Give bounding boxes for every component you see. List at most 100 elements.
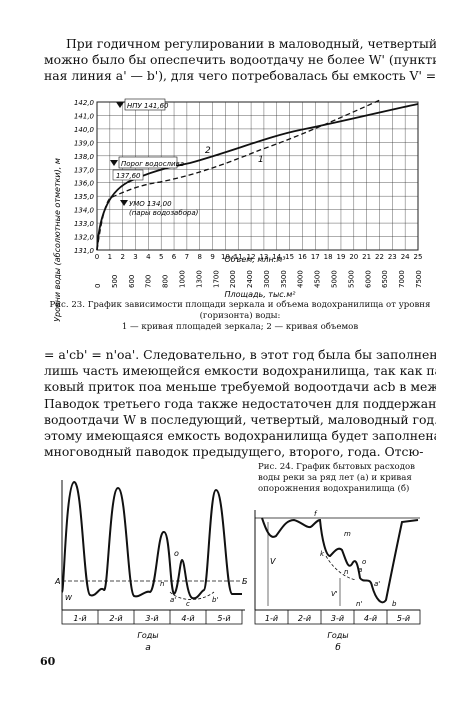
y-tick-label: 139,0 — [74, 139, 95, 147]
y-axis-ticks: 142,0 141,0 140,0 139,0 138,0 137,0 136,0 135,0… — [74, 99, 95, 255]
text-line: многоводный паводок предыдущего, второго… — [44, 444, 424, 460]
x-top-tick-label: 3 — [133, 253, 137, 261]
year-label: 3-й — [145, 614, 158, 623]
label-V-prime: V' — [331, 590, 338, 598]
y-tick-label: 141,0 — [74, 112, 95, 120]
umo-note: (пары водозабора) — [129, 209, 199, 217]
label-a-b: a — [358, 566, 362, 574]
text-line: можно было бы опеспечить водоотдачу не б… — [44, 52, 436, 68]
year-label: 2-й — [109, 614, 122, 623]
label-W: W — [65, 594, 73, 602]
paragraph-middle: = a'cb' = n'oa'. Следовательно, в этот г… — [44, 347, 436, 460]
x-bottom-tick-label: 5000 — [331, 270, 339, 288]
x-top-tick-label: 9 — [210, 253, 214, 261]
label-n-b: n — [344, 568, 348, 576]
umo-label: УМО 134,00 — [129, 200, 172, 208]
npu-marker-icon — [116, 102, 124, 108]
y-tick-label: 131,0 — [74, 247, 95, 255]
npu-label: НПУ 141,60 — [127, 102, 169, 110]
paragraph-top: При годичном регулировании в маловодный,… — [44, 36, 436, 85]
x-top-tick-label: 11 — [234, 253, 243, 261]
year-label: 3-й — [331, 614, 344, 623]
label-b-b: b — [392, 600, 397, 608]
x-bottom-tick-label: 2000 — [229, 270, 237, 288]
dashed-deficit-a — [169, 591, 215, 600]
porog-label: Порог водослива — [121, 160, 184, 168]
x-bottom-tick-label: 0 — [94, 284, 102, 288]
x-bottom-tick-label: 6000 — [364, 270, 372, 288]
x-bottom-tick-label: 7000 — [398, 270, 406, 288]
label-f: f — [314, 510, 318, 518]
x-top-tick-label: 2 — [120, 253, 124, 261]
year-label: 2-й — [298, 614, 311, 623]
text-line: водоотдачи W в последующий, четвертый, м… — [44, 411, 436, 427]
label-c: c — [186, 600, 190, 608]
y-tick-label: 134,0 — [74, 207, 95, 215]
year-label: 1-й — [73, 614, 86, 623]
label-b-prime: b' — [212, 596, 218, 604]
umo-marker-icon — [120, 200, 128, 206]
label-n-prime-b: n' — [356, 600, 362, 608]
x-top-tick-label: 25 — [414, 253, 423, 261]
x-axis-bottom-ticks: 0 500 600 700 800 1000 1300 1700 2000 2400 3000 350… — [94, 270, 423, 288]
x-top-tick-label: 6 — [172, 253, 177, 261]
year-labels-b: 1-й 2-й 3-й 4-й 5-й — [254, 609, 421, 625]
label-k: k — [320, 550, 325, 558]
curve-areas — [96, 99, 381, 251]
porog-marker-icon — [110, 160, 118, 166]
x-top-tick-label: 4 — [146, 253, 151, 261]
x-top-tick-label: 19 — [336, 253, 345, 261]
x-top-tick-label: 18 — [324, 253, 333, 261]
x-bottom-tick-label: 2400 — [246, 270, 254, 288]
label-V: V — [270, 557, 276, 566]
caption-line: 1 — кривая площадей зеркала; 2 — кривая … — [121, 322, 359, 332]
curve-volumes — [96, 103, 419, 251]
x-top-tick-label: 16 — [298, 253, 307, 261]
x-top-tick-label: 17 — [311, 253, 320, 261]
x-top-tick-label: 10 — [221, 253, 230, 261]
text-line: = a'cb' = n'oa'. Следовательно, в этот г… — [44, 347, 436, 362]
y-tick-label: 142,0 — [74, 99, 95, 107]
y-axis-label: Уровни воды (абсолютные отметки), м — [53, 158, 62, 322]
x-bottom-tick-label: 7500 — [415, 270, 423, 288]
year-labels-a: 1-й 2-й 3-й 4-й 5-й — [61, 609, 243, 625]
y-tick-label: 136,0 — [74, 180, 95, 188]
label-B: Б — [242, 577, 248, 586]
hydrograph-a — [61, 480, 242, 600]
text-line: ковый приток поа меньше требуемой водоот… — [44, 379, 436, 395]
x-bottom-tick-label: 6500 — [381, 270, 389, 288]
label-n: n — [160, 580, 164, 588]
x-top-tick-label: 5 — [159, 253, 163, 261]
panel-b-label: б — [335, 643, 341, 653]
y-tick-label: 132,0 — [74, 234, 95, 242]
y-tick-label: 135,0 — [74, 193, 95, 201]
x-top-tick-label: 24 — [401, 253, 410, 261]
emptying-curve-b — [261, 517, 419, 604]
label-o-b: o — [362, 558, 366, 566]
x-bottom-tick-label: 600 — [128, 275, 136, 288]
y-tick-label: 140,0 — [74, 126, 95, 134]
x-top-tick-label: 23 — [388, 253, 397, 261]
year-label: 1-й — [265, 614, 278, 623]
label-a-prime: a' — [170, 596, 176, 604]
x-bottom-tick-label: 1000 — [178, 270, 186, 288]
x-axis-bottom-label: Площадь, тыс.м² — [225, 290, 297, 299]
text-line: Паводок третьего года также недостаточен… — [44, 395, 436, 411]
page-number: 60 — [40, 655, 56, 668]
npu-label-box — [124, 98, 166, 111]
x-bottom-tick-label: 1700 — [212, 270, 220, 288]
year-label: 4-й — [181, 614, 194, 623]
x-bottom-tick-label: 3500 — [280, 270, 288, 288]
text-line: При годичном регулировании в маловодный,… — [66, 36, 436, 51]
figure-23-caption: Рис. 23. График зависимости площади зерк… — [44, 300, 436, 333]
label-A: A — [54, 577, 60, 586]
x-axis-top-ticks: 0 1 2 3 4 5 6 7 8 9 10 11 12 13 14 15 16 17 18 19 20 21 22 23 24… — [95, 253, 423, 261]
x-top-tick-label: 8 — [197, 253, 201, 261]
curve-1-label: 1 — [258, 155, 264, 165]
label-o: o — [174, 549, 179, 558]
x-bottom-tick-label: 700 — [145, 275, 153, 288]
y-tick-label: 133,0 — [74, 220, 95, 228]
panel-a-label: а — [145, 643, 151, 653]
text-line: ная линия a' — b'), для чего потребовала… — [44, 68, 436, 84]
x-top-tick-label: 22 — [375, 253, 384, 261]
